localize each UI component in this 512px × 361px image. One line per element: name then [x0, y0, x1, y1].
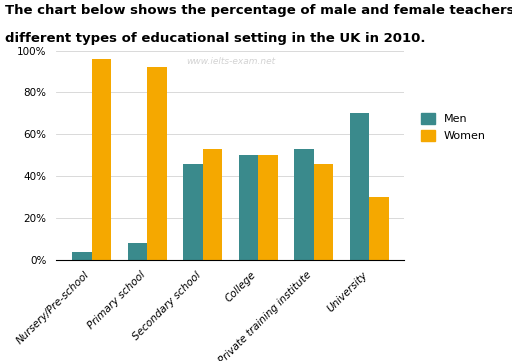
Bar — [314, 164, 333, 260]
Text: different types of educational setting in the UK in 2010.: different types of educational setting i… — [5, 32, 425, 45]
Bar — [294, 149, 314, 260]
Bar — [258, 155, 278, 260]
Bar — [183, 164, 203, 260]
Bar — [127, 243, 147, 260]
Bar — [72, 252, 92, 260]
Bar — [203, 149, 222, 260]
Text: The chart below shows the percentage of male and female teachers in six: The chart below shows the percentage of … — [5, 4, 512, 17]
Legend: Men, Women: Men, Women — [417, 108, 490, 146]
Bar — [369, 197, 389, 260]
Bar — [92, 59, 111, 260]
Bar — [239, 155, 258, 260]
Text: www.ielts-exam.net: www.ielts-exam.net — [186, 57, 275, 66]
Bar — [350, 113, 369, 260]
Bar — [147, 67, 166, 260]
